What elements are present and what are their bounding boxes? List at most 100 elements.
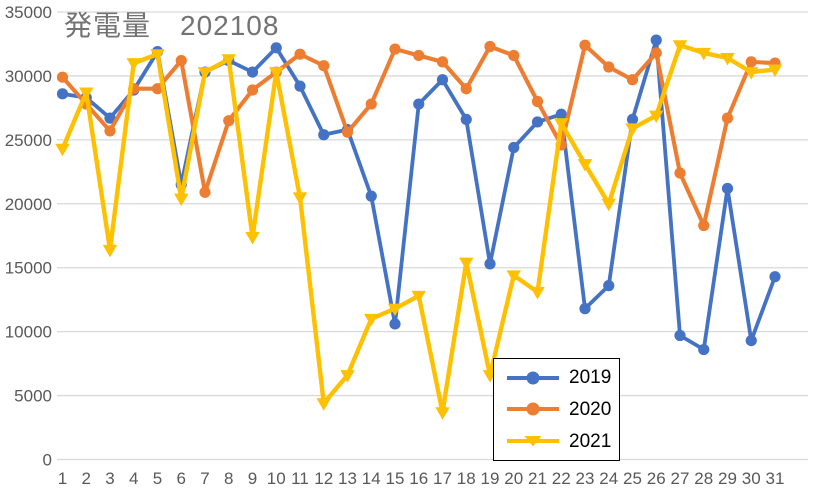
series-marker-2019 [389, 318, 401, 330]
series-marker-2021 [672, 40, 688, 53]
x-tick-label: 7 [200, 469, 209, 488]
series-marker-2019 [721, 182, 734, 195]
series-marker-2020 [579, 39, 591, 51]
series-marker-2020 [175, 54, 187, 67]
legend-swatch-2019 [507, 371, 559, 385]
series-marker-2021 [744, 67, 759, 80]
series-marker-2020 [104, 125, 116, 137]
series-marker-2019 [294, 80, 306, 92]
x-tick-label: 11 [291, 469, 309, 488]
series-marker-2021 [316, 398, 331, 411]
x-tick-label: 20 [504, 469, 523, 488]
series-marker-2019 [698, 343, 710, 356]
legend-label-2019: 2019 [569, 367, 612, 389]
x-tick-label: 15 [386, 469, 405, 488]
y-tick-label: 10000 [5, 323, 52, 342]
legend-marker-shape [526, 402, 540, 416]
series-marker-2020 [436, 56, 449, 68]
series-marker-2020 [698, 219, 710, 232]
series-marker-2021 [150, 49, 165, 62]
x-tick-label: 8 [224, 469, 233, 488]
legend-label-2020: 2020 [569, 398, 612, 420]
series-marker-2021 [221, 54, 236, 67]
series-marker-2019 [246, 66, 259, 78]
series-marker-2020 [531, 95, 544, 108]
series-marker-2019 [318, 129, 330, 141]
y-tick-label: 20000 [5, 195, 52, 214]
series-marker-2019 [436, 74, 449, 86]
series-marker-2021 [197, 67, 213, 80]
x-tick-label: 19 [481, 469, 500, 488]
series-marker-2019 [531, 116, 544, 128]
x-tick-label: 24 [599, 469, 618, 488]
series-marker-2020 [318, 60, 330, 72]
series-marker-2020 [56, 71, 69, 83]
x-tick-label: 10 [267, 469, 286, 488]
series-marker-2019 [579, 303, 591, 315]
series-marker-2020 [199, 186, 211, 198]
series-marker-2019 [56, 88, 69, 100]
series-marker-2019 [508, 141, 520, 154]
legend-swatch-2020 [507, 402, 559, 416]
series-marker-2021 [364, 313, 379, 327]
series-marker-2020 [413, 49, 425, 62]
x-tick-label: 29 [718, 469, 737, 488]
series-marker-2019 [650, 34, 662, 46]
x-tick-label: 4 [129, 469, 138, 488]
series-marker-2019 [460, 113, 472, 125]
series-marker-2020 [650, 47, 662, 59]
legend-item-2019: 2019 [506, 368, 615, 387]
x-tick-label: 2 [82, 469, 91, 488]
x-tick-label: 5 [153, 469, 162, 488]
legend-marker-2019 [506, 369, 560, 387]
chart-title: 発電量 202108 [64, 10, 280, 41]
series-marker-2021 [720, 53, 735, 66]
legend-item-2020: 2020 [506, 400, 615, 419]
series-marker-2021 [459, 257, 474, 271]
x-tick-label: 9 [248, 469, 257, 488]
series-marker-2020 [460, 83, 472, 95]
series-marker-2020 [341, 126, 354, 138]
series-marker-2021 [696, 47, 711, 61]
series-marker-2020 [484, 40, 496, 53]
legend-marker-2021 [506, 432, 560, 450]
series-marker-2021 [554, 118, 569, 131]
y-tick-label: 35000 [5, 3, 52, 22]
x-tick-label: 27 [671, 469, 690, 488]
x-tick-label: 26 [647, 469, 666, 488]
y-tick-label: 25000 [5, 131, 52, 150]
y-tick-label: 30000 [5, 67, 52, 86]
x-tick-label: 23 [576, 469, 595, 488]
y-tick-label: 15000 [5, 259, 52, 278]
legend-label-2021: 2021 [569, 430, 612, 452]
series-marker-2021 [79, 87, 94, 101]
series-marker-2020 [246, 84, 259, 96]
series-marker-2021 [126, 58, 141, 71]
series-marker-2019 [603, 280, 615, 292]
series-marker-2020 [151, 83, 164, 95]
series-marker-2021 [292, 192, 308, 205]
series-marker-2021 [530, 287, 545, 300]
legend-marker-2020 [506, 400, 560, 418]
x-tick-label: 12 [314, 469, 333, 488]
series-marker-2021 [649, 110, 664, 124]
series-marker-2019 [270, 42, 282, 54]
series-marker-2020 [626, 74, 639, 86]
x-tick-label: 3 [105, 469, 114, 488]
series-marker-2019 [104, 112, 116, 124]
series-marker-2021 [102, 244, 118, 258]
series-marker-2019 [555, 108, 567, 120]
series-marker-2020 [603, 61, 615, 73]
series-marker-2021 [387, 303, 403, 317]
x-tick-label: 28 [694, 469, 713, 488]
series-marker-2021 [506, 270, 521, 283]
legend-item-2021: 2021 [506, 432, 615, 451]
series-marker-2019 [674, 329, 686, 342]
legend-marker-shape [526, 371, 540, 385]
series-marker-2020 [365, 98, 377, 110]
x-tick-label: 22 [552, 469, 571, 488]
series-marker-2019 [365, 190, 377, 202]
x-tick-label: 17 [433, 469, 452, 488]
